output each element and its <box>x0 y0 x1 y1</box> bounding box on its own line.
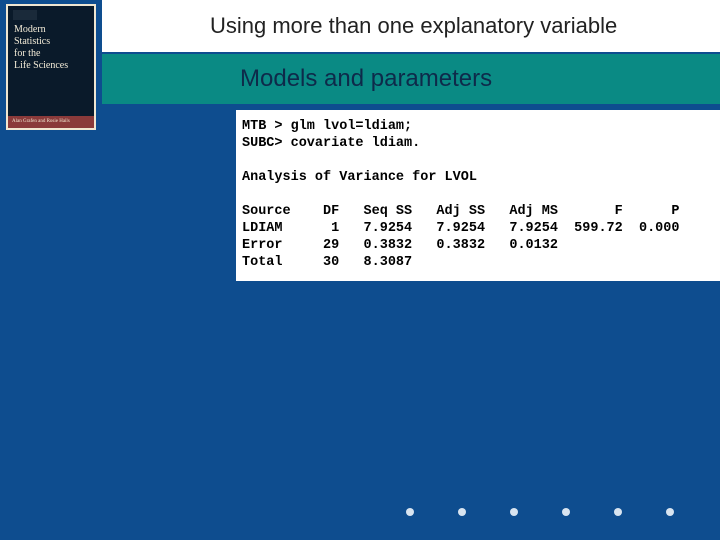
book-authors: Alan Grafen and Rosie Hails <box>8 116 94 128</box>
dot-icon <box>666 508 674 516</box>
decoration-dots <box>406 508 674 516</box>
code-output-panel: MTB > glm lvol=ldiam; SUBC> covariate ld… <box>236 110 720 281</box>
page-subtitle: Models and parameters <box>240 65 492 93</box>
subtitle-band: Models and parameters <box>102 54 720 104</box>
dot-icon <box>458 508 466 516</box>
title-band: Using more than one explanatory variable <box>102 0 720 52</box>
dot-icon <box>406 508 414 516</box>
code-line: SUBC> covariate ldiam. <box>242 136 420 151</box>
book-title: Modern Statistics for the Life Sciences <box>14 24 68 72</box>
dot-icon <box>614 508 622 516</box>
book-title-line: for the <box>14 48 40 59</box>
book-title-line: Life Sciences <box>14 60 68 71</box>
book-cover: Modern Statistics for the Life Sciences … <box>6 4 96 130</box>
code-line: MTB > glm lvol=ldiam; <box>242 119 412 134</box>
book-logo <box>13 10 37 20</box>
anova-table: Source DF Seq SS Adj SS Adj MS F P LDIAM… <box>242 204 679 270</box>
dot-icon <box>562 508 570 516</box>
book-title-line: Statistics <box>14 36 50 47</box>
anova-title: Analysis of Variance for LVOL <box>242 170 477 185</box>
dot-icon <box>510 508 518 516</box>
book-title-line: Modern <box>14 24 46 35</box>
page-title: Using more than one explanatory variable <box>210 13 617 39</box>
